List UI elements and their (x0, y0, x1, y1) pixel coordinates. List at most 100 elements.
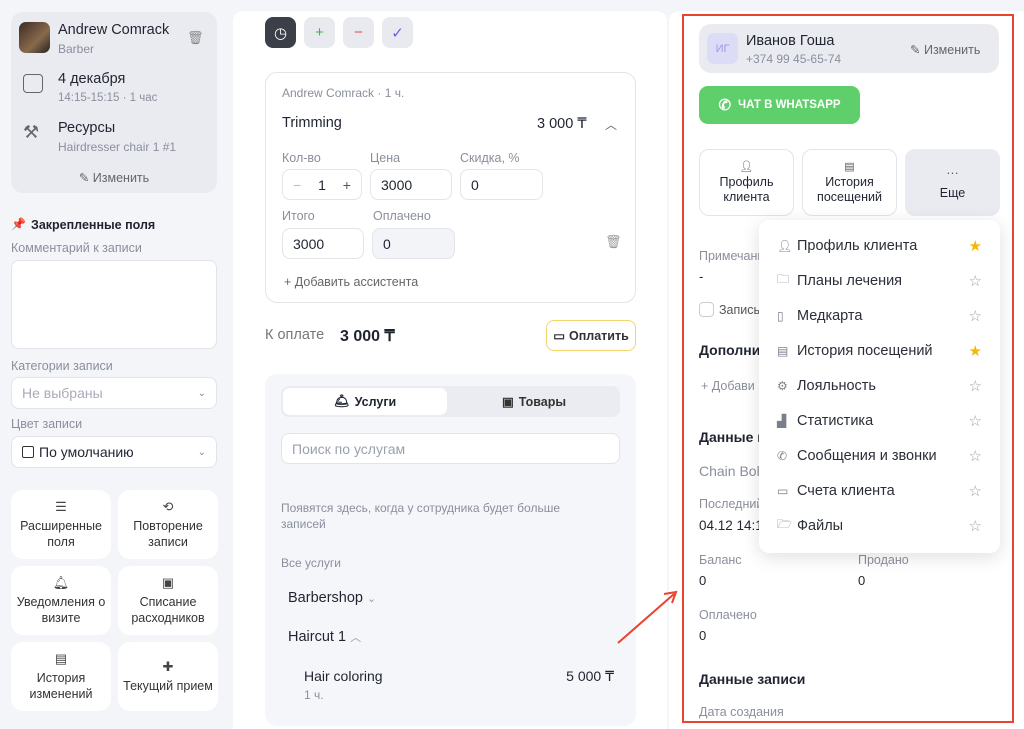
search-input[interactable]: Поиск по услугам (281, 433, 620, 464)
chevron-up-icon[interactable]: ︿ (605, 118, 618, 132)
star-outline-icon[interactable]: ☆ (968, 517, 982, 535)
client-edit-button[interactable]: ✎ Изменить (910, 42, 980, 57)
balance-value: 0 (699, 573, 707, 588)
trash-icon[interactable]: 🗑 (187, 30, 204, 45)
menu-item-files[interactable]: 🗁 Файлы ☆ (759, 508, 1000, 543)
staff-name: Andrew Comrack (58, 22, 170, 38)
last-visit-value: 04.12 14:1 (699, 518, 763, 533)
group-haircut[interactable]: Haircut 1 ︿ (288, 629, 361, 645)
color-select[interactable]: По умолчанию ⌄ (11, 436, 217, 468)
tab-services[interactable]: 🛎︎ Услуги (283, 388, 447, 415)
sold-value: 0 (858, 573, 866, 588)
star-outline-icon[interactable]: ☆ (968, 272, 982, 290)
hint-text: Появятся здесь, когда у сотрудника будет… (281, 501, 560, 531)
chart-icon: ▟ (777, 413, 787, 428)
add-link[interactable]: + Добави (701, 379, 755, 393)
trash-icon[interactable]: 🗑 (605, 234, 622, 249)
checkbox-label: Запись (719, 303, 761, 317)
star-outline-icon[interactable]: ☆ (968, 482, 982, 500)
menu-item-label: Сообщения и звонки (797, 447, 937, 464)
more-dropdown-menu: 👤︎ Профиль клиента ★ 🗀 Планы лечения ☆ ▯ Медк… (759, 220, 1000, 553)
search-placeholder: Поиск по услугам (292, 440, 406, 457)
action-visit-history[interactable]: ▤ История посещений (802, 149, 897, 216)
client-name: Иванов Гоша (746, 33, 835, 49)
record-checkbox[interactable] (699, 302, 714, 317)
tile-label: Расширенные поля (20, 519, 102, 549)
tile-label: Уведомления о визите (16, 595, 106, 625)
pay-button[interactable]: ▭ Оплатить (546, 320, 636, 351)
edit-label: Изменить (92, 171, 150, 185)
total-input[interactable]: 3000 (282, 228, 364, 259)
minus-button[interactable]: − (343, 17, 374, 48)
star-outline-icon[interactable]: ☆ (968, 377, 982, 395)
edit-button[interactable]: ✎ Изменить (11, 170, 217, 185)
created-label: Дата создания (699, 705, 784, 719)
action-client-profile[interactable]: 👤︎ Профиль клиента (699, 149, 794, 216)
star-outline-icon[interactable]: ☆ (968, 307, 982, 325)
tile-current-visit[interactable]: ✚ Текущий прием (118, 642, 218, 711)
tile-extended-fields[interactable]: ☰ Расширенные поля (11, 490, 111, 559)
plus-icon[interactable]: + (342, 176, 351, 193)
star-icon[interactable]: ★ (968, 342, 982, 360)
menu-item-accounts[interactable]: ▭ Счета клиента ☆ (759, 473, 1000, 508)
color-value: По умолчанию (39, 444, 134, 460)
wallet-icon: ▭ (777, 483, 789, 498)
categories-label: Категории записи (11, 359, 113, 373)
star-icon[interactable]: ★ (968, 237, 982, 255)
star-outline-icon[interactable]: ☆ (968, 447, 982, 465)
tile-consumables[interactable]: ▣ Списание расходников (118, 566, 218, 635)
menu-item-messages[interactable]: ✆ Сообщения и звонки ☆ (759, 438, 1000, 473)
menu-item-loyalty[interactable]: ⚙ Лояльность ☆ (759, 368, 1000, 403)
paid-input: 0 (372, 228, 455, 259)
medcard-icon: ▯ (777, 308, 784, 323)
menu-item-client-profile[interactable]: 👤︎ Профиль клиента ★ (759, 228, 1000, 263)
quantity-stepper[interactable]: −1 + (282, 169, 362, 200)
appointment-summary: Andrew Comrack Barber 🗑 4 декабря 14:15-… (11, 12, 217, 193)
menu-item-statistics[interactable]: ▟ Статистика ☆ (759, 403, 1000, 438)
categories-select[interactable]: Не выбраны ⌄ (11, 377, 217, 409)
tile-notifications[interactable]: 🔔︎ Уведомления о визите (11, 566, 111, 635)
clock-button[interactable]: ◷ (265, 17, 296, 48)
whatsapp-button[interactable]: ✆ ЧАТ В WHATSAPP (699, 86, 860, 124)
plus-button[interactable]: + (304, 17, 335, 48)
tab-products[interactable]: ▣ Товары (450, 388, 618, 415)
menu-item-visit-history[interactable]: ▤ История посещений ★ (759, 333, 1000, 368)
menu-item-medcard[interactable]: ▯ Медкарта ☆ (759, 298, 1000, 333)
edit-label: Изменить (923, 43, 981, 57)
service-price: 3 000 ₸ (537, 116, 587, 132)
action-more[interactable]: ··· Еще (905, 149, 1000, 216)
pay-label: Оплатить (569, 328, 629, 343)
tile-label: Списание расходников (131, 595, 205, 625)
menu-item-treatment-plans[interactable]: 🗀 Планы лечения ☆ (759, 263, 1000, 298)
price-input[interactable]: 3000 (370, 169, 452, 200)
client-phone: +374 99 45-65-74 (746, 52, 842, 66)
whatsapp-label: ЧАТ В WHATSAPP (738, 99, 841, 111)
menu-item-label: Медкарта (797, 307, 863, 324)
resources-value: Hairdresser chair 1 #1 (58, 140, 177, 154)
cross-icon: ✚ (162, 659, 174, 674)
chevron-down-icon: ⌄ (367, 593, 377, 605)
tile-history[interactable]: ▤ История изменений (11, 642, 111, 711)
chevron-up-icon: ︿ (350, 632, 362, 644)
balance-label: Баланс (699, 553, 742, 567)
service-item[interactable]: Hair coloring 1 ч. 5 000 ₸ (304, 668, 614, 708)
comment-textarea[interactable] (11, 260, 217, 349)
menu-item-label: Счета клиента (797, 482, 895, 499)
tile-repeat[interactable]: ⟲ Повторение записи (118, 490, 218, 559)
resources-title: Ресурсы (58, 120, 116, 136)
add-assistant-link[interactable]: + Добавить ассистента (284, 275, 419, 289)
pin-icon: 📌 (11, 217, 26, 231)
discount-input[interactable]: 0 (460, 169, 543, 200)
box-icon: ▣ (501, 395, 514, 409)
sold-label: Продано (858, 553, 909, 567)
user-icon: 👤︎ (739, 161, 754, 173)
hammer-icon: ⚒ (23, 122, 40, 142)
check-button[interactable]: ✓ (382, 17, 413, 48)
group-barbershop[interactable]: Barbershop ⌄ (288, 590, 376, 606)
more-icon: ··· (946, 165, 959, 180)
client-card (699, 24, 999, 73)
tab-label: Товары (518, 394, 567, 409)
star-outline-icon[interactable]: ☆ (968, 412, 982, 430)
minus-icon[interactable]: − (293, 176, 302, 193)
client-avatar: ИГ (707, 33, 738, 64)
